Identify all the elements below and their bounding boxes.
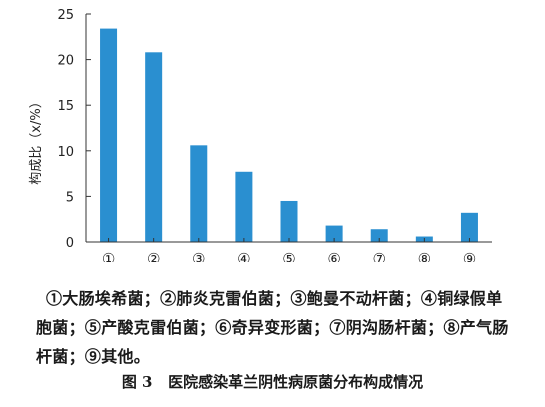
x-tick-label: ⑧ xyxy=(418,250,431,262)
x-tick-label: ⑥ xyxy=(327,250,340,262)
bar-7 xyxy=(370,229,388,242)
bar-2 xyxy=(145,52,163,242)
y-tick-label: 10 xyxy=(57,145,74,160)
bar-1 xyxy=(100,28,118,243)
bar-4 xyxy=(235,171,253,242)
x-axis: ① ② ③ ④ ⑤ ⑥ ⑦ ⑧ ⑨ xyxy=(86,238,492,262)
bars xyxy=(100,28,478,243)
bar-6 xyxy=(325,225,343,242)
x-tick-label: ⑦ xyxy=(372,250,385,262)
bar-9 xyxy=(460,212,478,242)
x-tick-label: ⑤ xyxy=(282,250,295,262)
bar-chart: 0 5 10 15 20 25 ① ② ③ ④ ⑤ ⑥ ⑦ ⑧ ⑨ 构成比（x/%） xyxy=(29,8,492,262)
x-tick-label: ② xyxy=(147,250,160,262)
y-tick-label: 0 xyxy=(66,236,74,251)
y-tick-label: 20 xyxy=(57,54,74,69)
bar-5 xyxy=(280,200,298,242)
figure-title: 医院感染革兰阴性病原菌分布构成情况 xyxy=(168,373,424,391)
y-axis: 0 5 10 15 20 25 xyxy=(57,8,91,251)
category-legend: ①大肠埃希菌；②肺炎克雷伯菌；③鲍曼不动杆菌；④铜绿假单胞菌；⑤产酸克雷伯菌；⑥… xyxy=(36,289,509,366)
x-tick-label: ⑨ xyxy=(463,250,476,262)
y-tick-label: 15 xyxy=(57,99,74,114)
x-tick-label: ③ xyxy=(192,250,205,262)
figure-number: 图 3 xyxy=(121,373,153,391)
y-tick-label: 25 xyxy=(57,8,74,23)
x-tick-label: ④ xyxy=(237,250,250,262)
y-axis-label: 构成比（x/%） xyxy=(29,95,44,184)
x-tick-label: ① xyxy=(102,250,115,262)
figure-caption: 图 3 医院感染革兰阴性病原菌分布构成情况 xyxy=(0,371,545,392)
y-tick-label: 5 xyxy=(66,190,74,205)
bar-3 xyxy=(190,145,208,242)
